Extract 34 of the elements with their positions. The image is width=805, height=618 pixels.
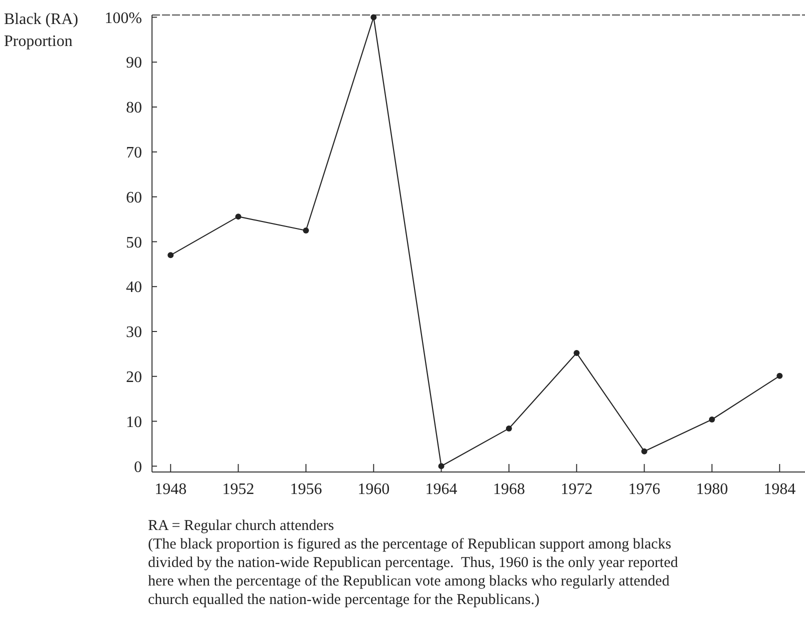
y-tick-label: 30 — [126, 324, 142, 342]
point — [370, 14, 377, 20]
point — [776, 372, 783, 379]
text: (The black proportion is figured as the percentage of Republican support among blacks divided by the nation-wide Republican percentage. Thus, 1960 is the only year reported here when the percentage of the Republican vote among blacks who regularly attended church equalled the nation-wide percentage for the Republicans.) — [148, 536, 678, 608]
x-tick-label: 1972 — [560, 481, 593, 498]
point — [235, 214, 242, 220]
point — [168, 252, 174, 258]
x-tick-label: 1984 — [764, 481, 796, 498]
x-tick-label: 1964 — [425, 481, 458, 498]
point — [302, 227, 309, 234]
point — [438, 463, 444, 470]
y-axis-title: Black (RA) Proportion — [4, 11, 78, 50]
x-tick-label: 1960 — [358, 481, 390, 498]
x-tick-label: 1976 — [628, 481, 660, 498]
point — [641, 448, 648, 454]
x-tick-label: 1956 — [290, 481, 322, 498]
x-tick-label: 1968 — [492, 481, 525, 498]
y-tick-label: 50 — [126, 234, 142, 252]
x-tick-label: 1948 — [154, 481, 187, 498]
y-tick-label: 60 — [126, 189, 142, 206]
x-tick-label: 1980 — [696, 481, 728, 498]
point — [574, 350, 580, 356]
text: RA = Regular church attenders — [148, 518, 334, 534]
y-tick-label: 90 — [126, 54, 142, 72]
x-tick-label: 1952 — [222, 481, 254, 498]
y-tick-label: 80 — [126, 100, 142, 117]
point — [506, 425, 512, 432]
y-tick-label: 0 — [134, 458, 142, 476]
y-tick-label: 40 — [126, 279, 142, 296]
point — [708, 416, 715, 422]
y-tick-label: 100% — [104, 10, 142, 27]
y-tick-label: 10 — [126, 414, 142, 431]
y-tick-label: 20 — [126, 368, 142, 386]
y-tick-label: 70 — [126, 144, 142, 162]
